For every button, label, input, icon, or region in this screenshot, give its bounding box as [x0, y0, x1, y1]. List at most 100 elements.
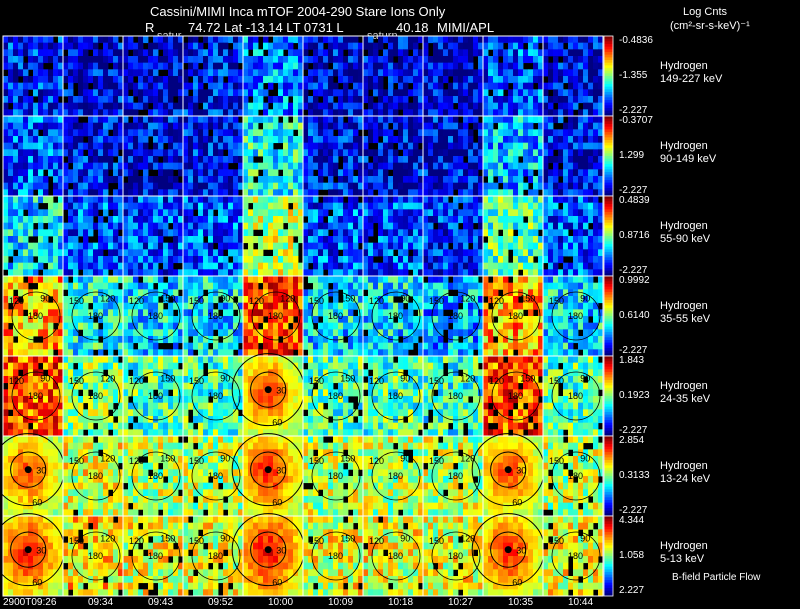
heatmap-cell [303, 76, 309, 84]
heatmap-cell [358, 322, 364, 330]
heatmap-cell [188, 302, 194, 310]
heatmap-cell [223, 349, 229, 357]
heatmap-cell [158, 109, 164, 117]
heatmap-cell [593, 196, 599, 204]
heatmap-cell [218, 202, 224, 210]
heatmap-cell [343, 289, 349, 297]
heatmap-cell [288, 282, 294, 290]
heatmap-cell [518, 36, 524, 44]
heatmap-cell [528, 69, 534, 77]
heatmap-cell [93, 322, 99, 330]
heatmap-cell [528, 49, 534, 57]
heatmap-cell [253, 302, 259, 310]
heatmap-cell [23, 302, 29, 310]
heatmap-cell [158, 329, 164, 337]
heatmap-cell [273, 262, 279, 270]
heatmap-cell [88, 342, 94, 350]
heatmap-cell [303, 129, 309, 137]
heatmap-cell [133, 229, 139, 237]
heatmap-cell [428, 156, 434, 164]
heatmap-cell [598, 102, 604, 110]
heatmap-cell [133, 329, 139, 337]
heatmap-cell [298, 322, 304, 330]
heatmap-cell [333, 169, 339, 177]
heatmap-cell [438, 62, 444, 70]
heatmap-cell [428, 242, 434, 250]
heatmap-cell [103, 36, 109, 44]
heatmap-cell [498, 96, 504, 104]
heatmap-cell [378, 262, 384, 270]
heatmap-cell [333, 256, 339, 264]
heatmap-cell [308, 56, 314, 64]
heatmap-cell [133, 102, 139, 110]
heatmap-cell [433, 162, 439, 170]
heatmap-cell [573, 269, 579, 277]
heatmap-cell [323, 149, 329, 157]
heatmap-cell [523, 129, 529, 137]
heatmap-cell [113, 216, 119, 224]
heatmap-cell [318, 69, 324, 77]
heatmap-cell [438, 129, 444, 137]
heatmap-cell [393, 229, 399, 237]
heatmap-cell [158, 82, 164, 90]
heatmap-cell [43, 322, 49, 330]
heatmap-cell [213, 62, 219, 70]
heatmap-cell [73, 229, 79, 237]
heatmap-cell [253, 62, 259, 70]
heatmap-cell [118, 302, 124, 310]
heatmap-cell [83, 322, 89, 330]
heatmap-cell [198, 262, 204, 270]
heatmap-cell [338, 242, 344, 250]
heatmap-cell [448, 142, 454, 150]
heatmap-cell [23, 129, 29, 137]
heatmap-cell [8, 222, 14, 230]
heatmap-cell [33, 329, 39, 337]
heatmap-cell [288, 342, 294, 350]
heatmap-cell [358, 89, 364, 97]
heatmap-cell [493, 89, 499, 97]
heatmap-cell [368, 162, 374, 170]
heatmap-cell [48, 329, 54, 337]
heatmap-cell [553, 62, 559, 70]
heatmap-cell [98, 76, 104, 84]
heatmap-cell [398, 116, 404, 124]
contour-label: 120 [249, 296, 264, 306]
heatmap-cell [348, 236, 354, 244]
heatmap-cell [378, 82, 384, 90]
heatmap-cell [123, 222, 129, 230]
heatmap-cell [213, 102, 219, 110]
heatmap-cell [388, 282, 394, 290]
heatmap-cell [118, 129, 124, 137]
heatmap-cell [303, 249, 309, 257]
heatmap-cell [533, 209, 539, 217]
heatmap-cell [163, 229, 169, 237]
heatmap-cell [43, 349, 49, 357]
heatmap-cell [48, 162, 54, 170]
heatmap-cell [538, 216, 544, 224]
heatmap-cell [418, 222, 424, 230]
heatmap-cell [338, 189, 344, 197]
heatmap-cell [228, 149, 234, 157]
heatmap-cell [63, 202, 69, 210]
heatmap-cell [358, 249, 364, 257]
heatmap-cell [243, 296, 249, 304]
colorbar-segment [604, 137, 613, 141]
heatmap-cell [63, 336, 69, 344]
heatmap-cell [23, 142, 29, 150]
heatmap-cell [98, 202, 104, 210]
heatmap-cell [178, 216, 184, 224]
heatmap-cell [438, 249, 444, 257]
heatmap-cell [593, 102, 599, 110]
heatmap-cell [213, 196, 219, 204]
heatmap-cell [188, 256, 194, 264]
heatmap-cell [413, 202, 419, 210]
heatmap-cell [333, 36, 339, 44]
heatmap-cell [423, 169, 429, 177]
heatmap-cell [143, 122, 149, 130]
heatmap-cell [198, 322, 204, 330]
heatmap-cell [563, 36, 569, 44]
heatmap-cell [508, 169, 514, 177]
heatmap-cell [598, 82, 604, 90]
heatmap-cell [273, 269, 279, 277]
heatmap-cell [48, 56, 54, 64]
